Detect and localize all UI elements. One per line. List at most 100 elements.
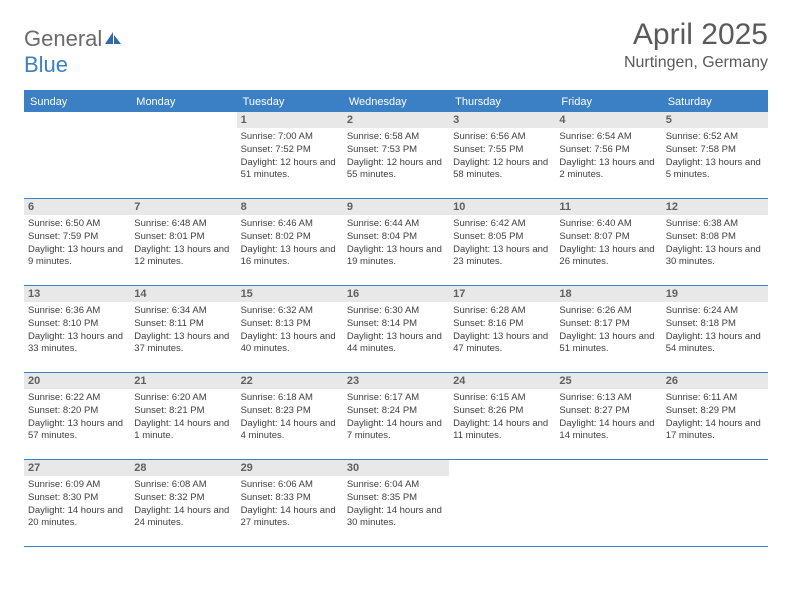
day-cell: 15 Sunrise: 6:32 AMSunset: 8:13 PMDayligh… <box>237 286 343 372</box>
day-info: Sunrise: 6:52 AMSunset: 7:58 PMDaylight:… <box>666 131 764 182</box>
day-cell: . <box>555 460 661 546</box>
daylight-text: Daylight: 13 hours and 37 minutes. <box>134 331 232 357</box>
week-row: 13Sunrise: 6:36 AMSunset: 8:10 PMDayligh… <box>24 286 768 373</box>
day-cell: 9Sunrise: 6:44 AMSunset: 8:04 PMDaylight… <box>343 199 449 285</box>
sunrise-text: Sunrise: 6:30 AM <box>347 305 445 318</box>
day-info: Sunrise: 6:48 AMSunset: 8:01 PMDaylight:… <box>134 218 232 269</box>
day-cell: 1Sunrise: 7:00 AMSunset: 7:52 PMDaylight… <box>237 112 343 198</box>
day-info: Sunrise: 6:34 AMSunset: 8:11 PMDaylight:… <box>134 305 232 356</box>
day-info: Sunrise: 6:56 AMSunset: 7:55 PMDaylight:… <box>453 131 551 182</box>
day-info: Sunrise: 6:30 AMSunset: 8:14 PMDaylight:… <box>347 305 445 356</box>
day-cell: . <box>662 460 768 546</box>
day-cell: 3Sunrise: 6:56 AMSunset: 7:55 PMDaylight… <box>449 112 555 198</box>
sunrise-text: Sunrise: 6:32 AM <box>241 305 339 318</box>
logo-text-blue: Blue <box>24 52 68 77</box>
day-number: 27 <box>24 460 130 476</box>
day-cell: 24Sunrise: 6:15 AMSunset: 8:26 PMDayligh… <box>449 373 555 459</box>
daylight-text: Daylight: 14 hours and 20 minutes. <box>28 505 126 531</box>
day-number: 16 <box>343 286 449 302</box>
sunset-text: Sunset: 8:21 PM <box>134 405 232 418</box>
day-number: 15 <box>237 286 343 302</box>
daylight-text: Daylight: 14 hours and 4 minutes. <box>241 418 339 444</box>
day-number: 25 <box>555 373 661 389</box>
sunset-text: Sunset: 8:24 PM <box>347 405 445 418</box>
day-number: 22 <box>237 373 343 389</box>
sunrise-text: Sunrise: 6:52 AM <box>666 131 764 144</box>
daylight-text: Daylight: 13 hours and 57 minutes. <box>28 418 126 444</box>
day-cell: 6 Sunrise: 6:50 AMSunset: 7:59 PMDaylight… <box>24 199 130 285</box>
day-number: 10 <box>449 199 555 215</box>
day-number: 12 <box>662 199 768 215</box>
day-info: Sunrise: 6:38 AMSunset: 8:08 PMDaylight:… <box>666 218 764 269</box>
daylight-text: Daylight: 13 hours and 5 minutes. <box>666 157 764 183</box>
sunset-text: Sunset: 8:33 PM <box>241 492 339 505</box>
day-cell: 23Sunrise: 6:17 AMSunset: 8:24 PMDayligh… <box>343 373 449 459</box>
calendar-page: GeneralBlue April 2025 Nurtingen, German… <box>0 0 792 547</box>
day-number: 26 <box>662 373 768 389</box>
sunrise-text: Sunrise: 6:54 AM <box>559 131 657 144</box>
day-number: 21 <box>130 373 236 389</box>
sunset-text: Sunset: 7:52 PM <box>241 144 339 157</box>
sunrise-text: Sunrise: 6:17 AM <box>347 392 445 405</box>
week-row: ..1Sunrise: 7:00 AMSunset: 7:52 PMDaylig… <box>24 112 768 199</box>
day-cell: 26 Sunrise: 6:11 AMSunset: 8:29 PMDayligh… <box>662 373 768 459</box>
sunset-text: Sunset: 8:23 PM <box>241 405 339 418</box>
day-info: Sunrise: 7:00 AMSunset: 7:52 PMDaylight:… <box>241 131 339 182</box>
day-cell: . <box>24 112 130 198</box>
daylight-text: Daylight: 12 hours and 58 minutes. <box>453 157 551 183</box>
sunset-text: Sunset: 8:04 PM <box>347 231 445 244</box>
day-number: 7 <box>130 199 236 215</box>
day-cell: 10Sunrise: 6:42 AMSunset: 8:05 PMDayligh… <box>449 199 555 285</box>
daylight-text: Daylight: 13 hours and 23 minutes. <box>453 244 551 270</box>
sunset-text: Sunset: 8:14 PM <box>347 318 445 331</box>
daylight-text: Daylight: 13 hours and 2 minutes. <box>559 157 657 183</box>
daylight-text: Daylight: 14 hours and 7 minutes. <box>347 418 445 444</box>
daylight-text: Daylight: 14 hours and 30 minutes. <box>347 505 445 531</box>
day-info: Sunrise: 6:32 AMSunset: 8:13 PMDaylight:… <box>241 305 339 356</box>
daylight-text: Daylight: 14 hours and 11 minutes. <box>453 418 551 444</box>
sunset-text: Sunset: 8:17 PM <box>559 318 657 331</box>
daylight-text: Daylight: 13 hours and 16 minutes. <box>241 244 339 270</box>
sunset-text: Sunset: 8:01 PM <box>134 231 232 244</box>
daylight-text: Daylight: 14 hours and 27 minutes. <box>241 505 339 531</box>
daylight-text: Daylight: 13 hours and 44 minutes. <box>347 331 445 357</box>
sunrise-text: Sunrise: 6:58 AM <box>347 131 445 144</box>
day-info: Sunrise: 6:50 AMSunset: 7:59 PMDaylight:… <box>28 218 126 269</box>
daylight-text: Daylight: 14 hours and 1 minute. <box>134 418 232 444</box>
day-number: 6 <box>24 199 130 215</box>
day-cell: 14Sunrise: 6:34 AMSunset: 8:11 PMDayligh… <box>130 286 236 372</box>
sunset-text: Sunset: 8:10 PM <box>28 318 126 331</box>
daylight-text: Daylight: 12 hours and 55 minutes. <box>347 157 445 183</box>
sunrise-text: Sunrise: 6:48 AM <box>134 218 232 231</box>
day-info: Sunrise: 6:22 AMSunset: 8:20 PMDaylight:… <box>28 392 126 443</box>
day-cell: 17Sunrise: 6:28 AMSunset: 8:16 PMDayligh… <box>449 286 555 372</box>
day-info: Sunrise: 6:06 AMSunset: 8:33 PMDaylight:… <box>241 479 339 530</box>
daylight-text: Daylight: 13 hours and 51 minutes. <box>559 331 657 357</box>
day-number: 13 <box>24 286 130 302</box>
sunset-text: Sunset: 7:56 PM <box>559 144 657 157</box>
day-header-fri: Friday <box>555 92 661 112</box>
logo-sail-icon <box>103 30 123 46</box>
sunset-text: Sunset: 8:26 PM <box>453 405 551 418</box>
sunrise-text: Sunrise: 6:46 AM <box>241 218 339 231</box>
daylight-text: Daylight: 14 hours and 17 minutes. <box>666 418 764 444</box>
sunrise-text: Sunrise: 6:38 AM <box>666 218 764 231</box>
sunrise-text: Sunrise: 6:34 AM <box>134 305 232 318</box>
sunrise-text: Sunrise: 7:00 AM <box>241 131 339 144</box>
day-info: Sunrise: 6:17 AMSunset: 8:24 PMDaylight:… <box>347 392 445 443</box>
sunrise-text: Sunrise: 6:06 AM <box>241 479 339 492</box>
sunrise-text: Sunrise: 6:50 AM <box>28 218 126 231</box>
sunrise-text: Sunrise: 6:44 AM <box>347 218 445 231</box>
day-info: Sunrise: 6:11 AMSunset: 8:29 PMDaylight:… <box>666 392 764 443</box>
day-number: 29 <box>237 460 343 476</box>
day-cell: 8Sunrise: 6:46 AMSunset: 8:02 PMDaylight… <box>237 199 343 285</box>
sunset-text: Sunset: 8:30 PM <box>28 492 126 505</box>
day-info: Sunrise: 6:04 AMSunset: 8:35 PMDaylight:… <box>347 479 445 530</box>
sunrise-text: Sunrise: 6:13 AM <box>559 392 657 405</box>
daylight-text: Daylight: 13 hours and 33 minutes. <box>28 331 126 357</box>
day-header-sat: Saturday <box>662 92 768 112</box>
day-info: Sunrise: 6:46 AMSunset: 8:02 PMDaylight:… <box>241 218 339 269</box>
daylight-text: Daylight: 13 hours and 54 minutes. <box>666 331 764 357</box>
sunset-text: Sunset: 8:27 PM <box>559 405 657 418</box>
sunrise-text: Sunrise: 6:28 AM <box>453 305 551 318</box>
